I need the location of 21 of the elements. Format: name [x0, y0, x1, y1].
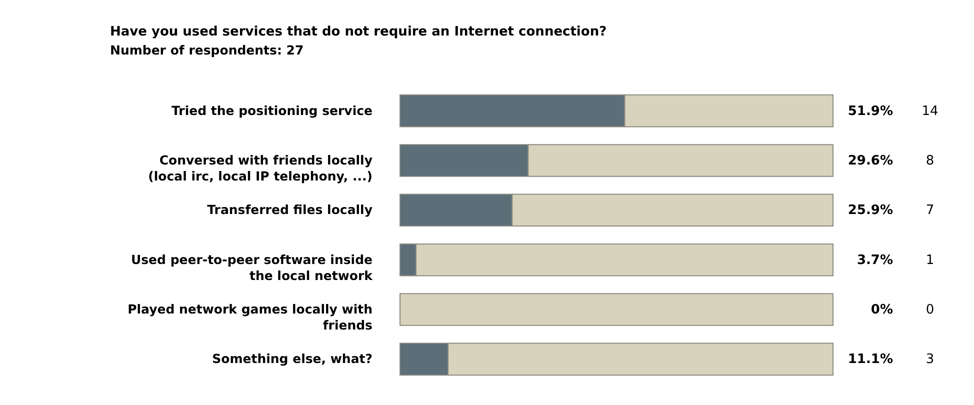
text: Number of respondents: 27	[110, 42, 304, 58]
data-label: 51.9%	[848, 104, 893, 119]
data-label: 25.9%	[848, 203, 893, 218]
data-label: 0%	[870, 302, 893, 318]
bar	[400, 293, 834, 326]
data-label: 3.7%	[856, 252, 893, 268]
y-tick-label: Used peer-to-peer software inside the local network	[130, 252, 374, 283]
text: 7	[926, 203, 934, 218]
y-tick-label: Tried the positioning service	[172, 102, 372, 118]
text: 14	[922, 104, 938, 119]
y-tick-label: Played network games locally with friends	[128, 302, 372, 333]
data-label: 29.6%	[848, 153, 893, 168]
text: 8	[926, 153, 934, 168]
text: 0	[926, 302, 934, 318]
text: 3	[926, 352, 934, 368]
chart-title: Have you used services that do not require an Internet connection?	[110, 24, 607, 40]
y-tick-label: Something else, what?	[212, 351, 372, 366]
y-tick-label: Conversed with friends locally (local irc, local IP telephony, ...)	[148, 152, 372, 184]
y-tick-label: Transferred files locally	[207, 202, 372, 218]
data-label: 11.1%	[848, 352, 893, 368]
text: 1	[926, 252, 934, 268]
